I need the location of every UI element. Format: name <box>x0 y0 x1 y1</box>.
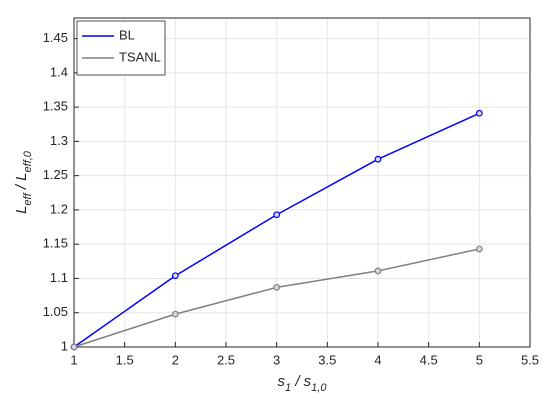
label-part: / <box>291 373 304 390</box>
x-tick-label: 4.5 <box>420 352 438 367</box>
y-axis-label: Leff / Leff,0 <box>13 150 34 214</box>
y-tick-label: 1.05 <box>43 304 68 319</box>
x-tick-label: 3 <box>273 352 280 367</box>
data-point <box>475 245 483 253</box>
x-tick-label: 2.5 <box>217 352 235 367</box>
label-subscript: eff,0 <box>22 150 34 172</box>
x-tick-label: 5.5 <box>521 352 539 367</box>
data-point <box>475 109 483 117</box>
data-point <box>374 267 382 275</box>
y-tick-label: 1.4 <box>50 64 68 79</box>
data-point <box>273 211 281 219</box>
label-part: s <box>304 373 312 390</box>
label-subscript: 1,0 <box>311 382 327 394</box>
axes-box <box>73 17 531 348</box>
label-subscript: 1 <box>285 382 291 394</box>
y-tick-label: 1.35 <box>43 99 68 114</box>
legend-label: TSANL <box>119 49 161 64</box>
y-tick-label: 1.2 <box>50 201 68 216</box>
data-point <box>171 272 179 280</box>
x-tick-label: 4 <box>374 352 381 367</box>
y-tick-label: 1.1 <box>50 270 68 285</box>
x-tick-label: 3.5 <box>318 352 336 367</box>
x-tick-label: 1.5 <box>116 352 134 367</box>
y-tick-label: 1.25 <box>43 167 68 182</box>
label-subscript: eff <box>22 192 34 205</box>
label-part: L <box>13 172 30 180</box>
legend-label: BL <box>119 27 135 42</box>
label-part: L <box>13 206 30 214</box>
x-axis-label: s1 / s1,0 <box>278 373 328 394</box>
label-part: / <box>13 181 30 194</box>
data-point <box>374 155 382 163</box>
y-tick-label: 1.3 <box>50 133 68 148</box>
y-tick-label: 1.15 <box>43 236 68 251</box>
label-part: s <box>278 373 286 390</box>
y-tick-label: 1.45 <box>43 30 68 45</box>
legend-box <box>76 20 166 76</box>
data-point <box>273 283 281 291</box>
y-tick-label: 1 <box>61 338 68 353</box>
x-tick-label: 2 <box>172 352 179 367</box>
x-tick-label: 5 <box>476 352 483 367</box>
data-point <box>70 343 78 351</box>
x-tick-label: 1 <box>70 352 77 367</box>
data-point <box>171 310 179 318</box>
